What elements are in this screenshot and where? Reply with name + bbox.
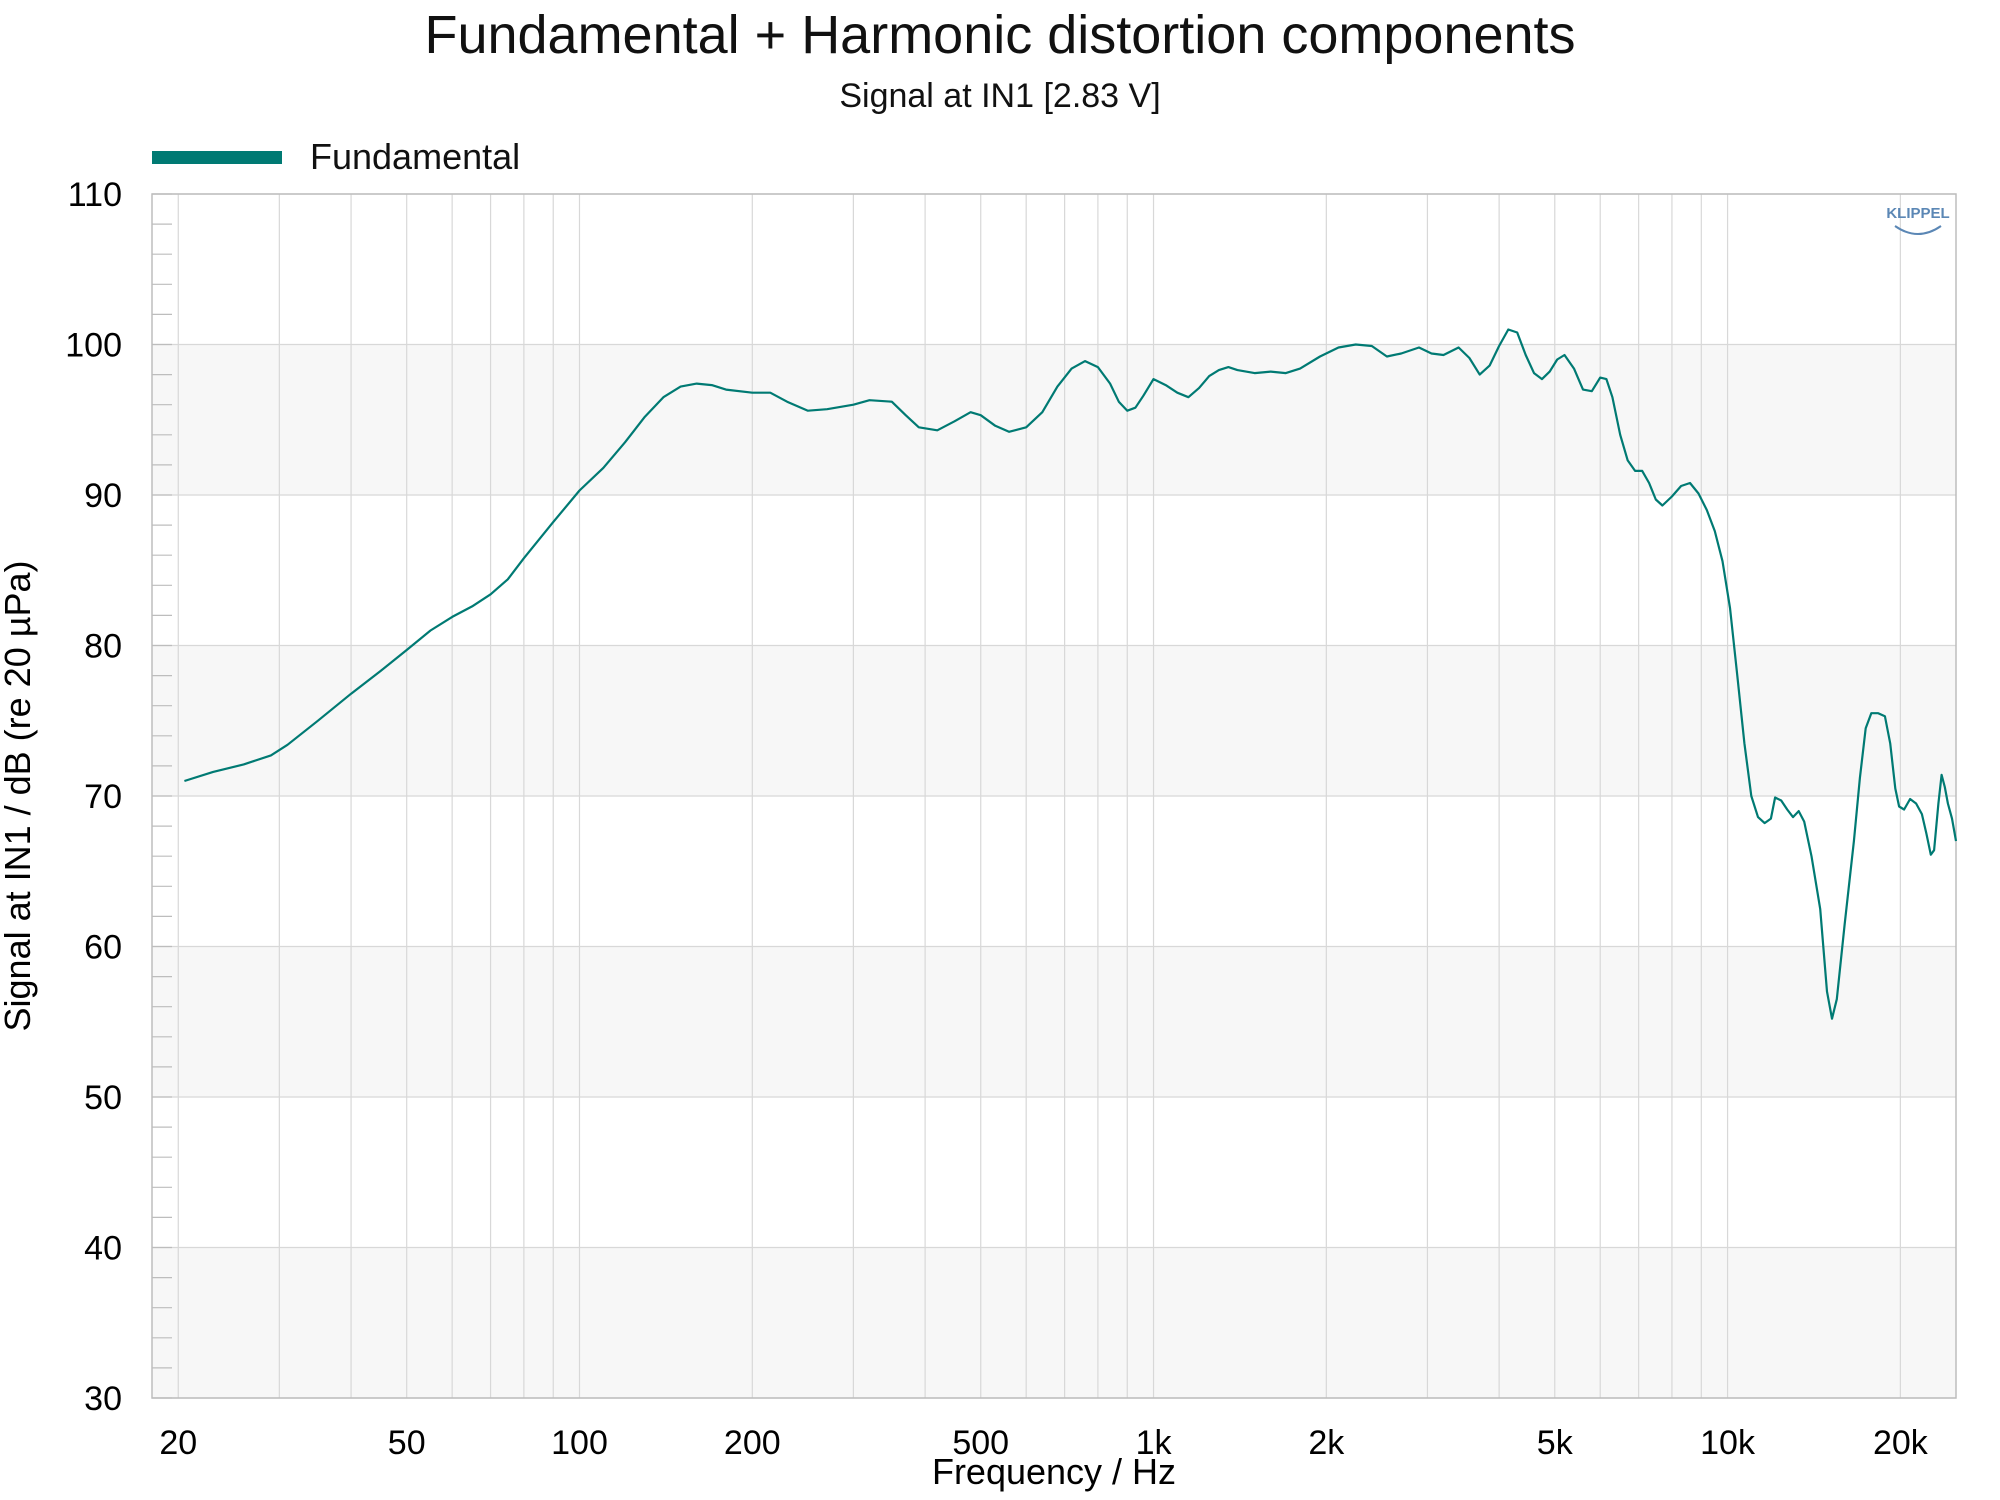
y-tick-labels: 30 40 50 60 70 80 90 100 110	[65, 176, 122, 1418]
chart-title: Fundamental + Harmonic distortion compon…	[424, 5, 1576, 65]
y-tick-label-110: 110	[68, 176, 122, 214]
series-line-fundamental	[184, 328, 1958, 1020]
band-30	[152, 1247, 1956, 1398]
x-tick-label-10k: 10k	[1700, 1424, 1756, 1462]
x-tick-label-5k: 5k	[1537, 1424, 1574, 1462]
y-minor-ticks	[152, 193, 172, 1399]
y-axis-label: Signal at IN1 / dB (re 20 µPa)	[0, 561, 38, 1032]
y-tick-label-100: 100	[65, 327, 122, 365]
plot-bands	[152, 344, 1956, 1398]
y-tick-label-80: 80	[84, 628, 122, 666]
y-tick-label-90: 90	[84, 477, 122, 515]
y-tick-label-50: 50	[84, 1079, 122, 1117]
x-tick-label-1k: 1k	[1136, 1424, 1173, 1462]
y-tick-label-40: 40	[84, 1230, 122, 1268]
legend-swatch-fundamental	[152, 150, 282, 164]
logo-text: KLIPPEL	[1886, 205, 1949, 222]
legend: Fundamental	[152, 130, 520, 184]
x-tick-label-100: 100	[551, 1424, 608, 1462]
x-tick-label-2k: 2k	[1308, 1424, 1345, 1462]
x-tick-label-20: 20	[159, 1424, 197, 1462]
x-axis-label: Frequency / Hz	[932, 1451, 1176, 1492]
band-50	[152, 946, 1956, 1097]
plot-frame	[151, 193, 1957, 1399]
series-layer	[184, 328, 1958, 1020]
klippel-logo: KLIPPEL	[1886, 205, 1950, 235]
x-tick-label-200: 200	[724, 1424, 781, 1462]
chart-subtitle: Signal at IN1 [2.83 V]	[839, 77, 1161, 115]
legend-label-fundamental: Fundamental	[310, 136, 521, 177]
band-70	[152, 645, 1956, 796]
x-tick-label-50: 50	[388, 1424, 426, 1462]
y-tick-label-60: 60	[84, 929, 122, 967]
band-90	[152, 344, 1956, 495]
x-tick-label-500: 500	[952, 1424, 1009, 1462]
x-tick-label-20k: 20k	[1873, 1424, 1929, 1462]
x-tick-labels: 20 50 100 200 500 1k 2k 5k 10k 20k	[159, 1424, 1928, 1462]
y-tick-label-70: 70	[84, 778, 122, 816]
logo-arc	[1894, 225, 1942, 235]
y-tick-label-30: 30	[84, 1380, 122, 1418]
